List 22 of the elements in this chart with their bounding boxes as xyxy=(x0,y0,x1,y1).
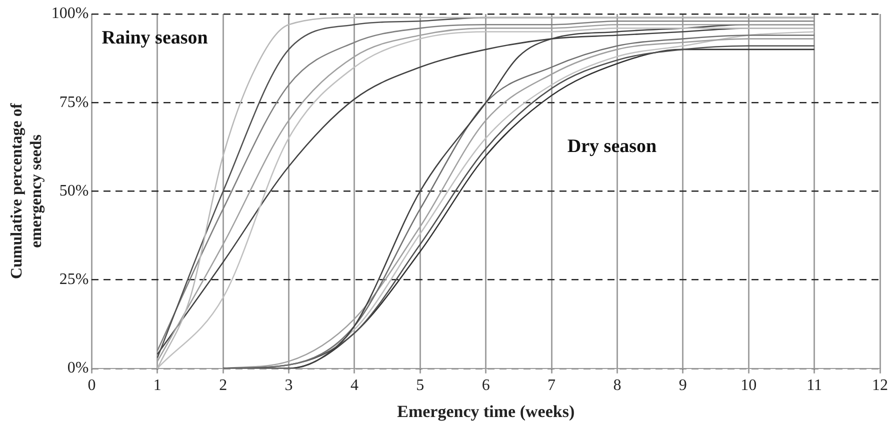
x-tick-label: 12 xyxy=(872,377,888,394)
y-tick-label: 50% xyxy=(59,182,89,200)
annotation: Dry season xyxy=(567,136,658,157)
x-tick-label: 3 xyxy=(284,377,293,394)
x-tick-label: 11 xyxy=(806,377,822,394)
y-tick-label: 25% xyxy=(59,271,89,288)
x-tick-label: 10 xyxy=(740,377,757,394)
y-axis-title: Cumulative percentage of emergency seeds xyxy=(8,102,45,280)
y-tick-label: 75% xyxy=(59,94,89,111)
x-tick-label: 2 xyxy=(219,377,228,394)
x-tick-label: 5 xyxy=(416,377,424,394)
x-tick-label: 0 xyxy=(88,377,96,394)
x-tick-label: 7 xyxy=(548,377,556,394)
x-tick-label: 9 xyxy=(678,377,687,394)
x-tick-label: 6 xyxy=(482,377,490,394)
x-tick-label: 8 xyxy=(613,377,622,394)
annotation: Rainy season xyxy=(102,28,208,49)
x-tick-label: 1 xyxy=(153,377,162,394)
y-tick-label: 100% xyxy=(51,5,89,22)
y-tick-label: 0% xyxy=(67,360,89,377)
x-tick-label: 4 xyxy=(350,377,358,394)
x-axis-title: Emergency time (weeks) xyxy=(397,402,575,422)
